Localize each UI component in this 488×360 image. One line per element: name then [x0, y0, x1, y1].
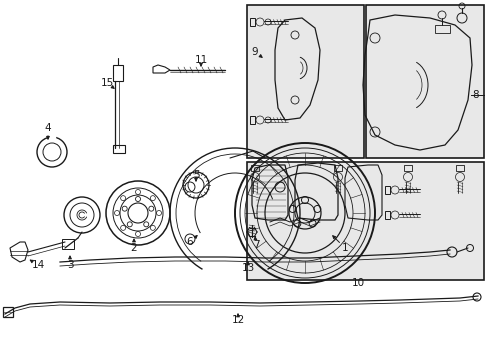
Text: 10: 10 — [351, 278, 364, 288]
Text: 2: 2 — [130, 243, 137, 253]
Bar — [62, 239, 74, 249]
Text: 7: 7 — [252, 240, 259, 250]
Text: 14: 14 — [31, 260, 44, 270]
Text: 12: 12 — [231, 315, 244, 325]
Bar — [113, 65, 123, 81]
Bar — [365, 5, 483, 158]
Text: 8: 8 — [472, 90, 478, 100]
Bar — [434, 25, 449, 33]
Text: 3: 3 — [66, 260, 73, 270]
Text: 1: 1 — [341, 243, 347, 253]
Text: 5: 5 — [192, 170, 199, 180]
Text: 15: 15 — [100, 78, 113, 88]
Text: 13: 13 — [241, 263, 254, 273]
Bar — [246, 5, 363, 158]
Text: 11: 11 — [194, 55, 207, 65]
Bar — [246, 162, 483, 280]
Text: 6: 6 — [186, 237, 193, 247]
Text: 9: 9 — [251, 47, 258, 57]
Bar — [113, 145, 125, 153]
Text: 4: 4 — [44, 123, 51, 133]
